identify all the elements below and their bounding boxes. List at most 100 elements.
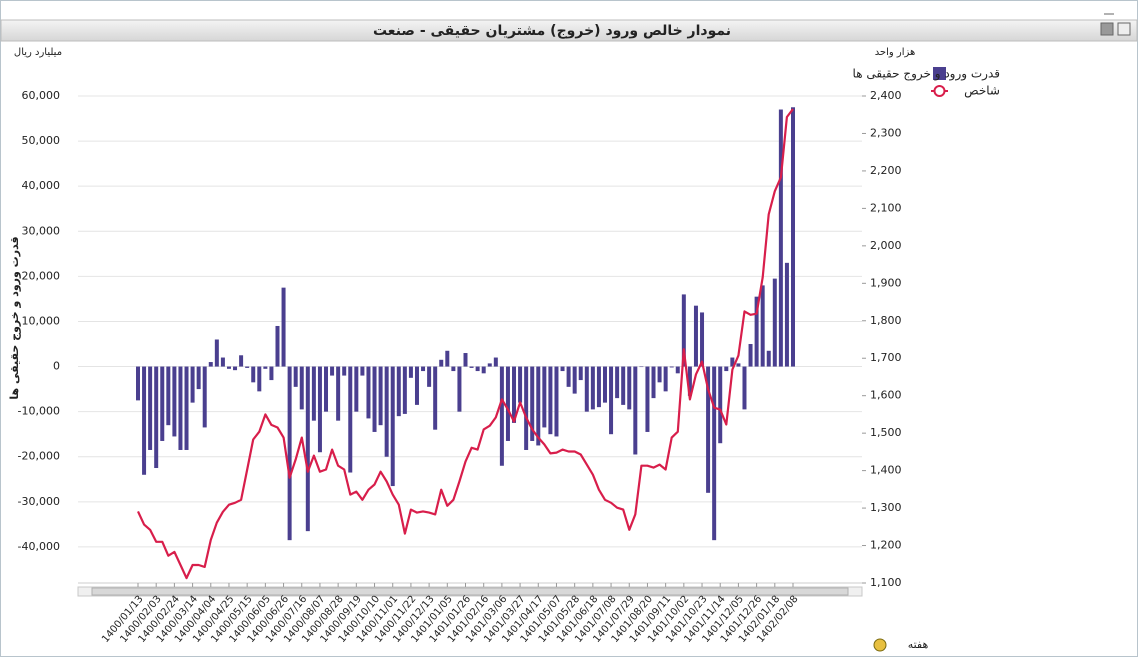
- bar: [566, 366, 571, 387]
- bar: [718, 366, 723, 444]
- y-tick-label: -20,000: [18, 450, 60, 463]
- bar: [396, 366, 401, 417]
- legend-label: شاخص: [964, 84, 1000, 99]
- chart-title: نمودار خالص ورود (خروج) مشتریان حقیقی - …: [373, 23, 731, 39]
- bar: [311, 366, 316, 421]
- bar: [390, 366, 395, 487]
- bar: [445, 350, 450, 367]
- bar: [536, 366, 541, 446]
- bar: [414, 366, 419, 405]
- bar: [748, 344, 753, 367]
- bar: [305, 366, 310, 532]
- y2-tick-label: 1,400: [870, 464, 902, 477]
- bar: [293, 366, 298, 387]
- bar: [263, 366, 268, 369]
- y2-tick-label: 1,300: [870, 501, 902, 514]
- bar: [245, 366, 250, 368]
- y2-tick-label: 2,100: [870, 201, 902, 214]
- bar: [615, 366, 620, 399]
- title-bar: [0, 19, 1138, 42]
- bar: [281, 287, 286, 367]
- bar: [408, 366, 413, 378]
- y-tick-label: -30,000: [18, 495, 60, 508]
- bar: [433, 366, 438, 430]
- bar: [142, 366, 147, 475]
- y2-tick-label: 1,500: [870, 426, 902, 439]
- bar: [481, 366, 486, 374]
- bar: [590, 366, 595, 410]
- bar: [621, 366, 626, 405]
- y2-tick-label: 1,900: [870, 276, 902, 289]
- bar: [251, 366, 256, 383]
- y2-tick-label: 2,400: [870, 89, 902, 102]
- bar: [754, 296, 759, 367]
- bar: [136, 366, 140, 401]
- y2-tick-label: 1,600: [870, 389, 902, 402]
- bar: [645, 366, 650, 432]
- bar: [687, 366, 692, 396]
- bar: [548, 366, 553, 435]
- refresh-icon[interactable]: [873, 638, 887, 652]
- bar: [233, 366, 238, 371]
- bar: [342, 366, 347, 376]
- bar: [421, 366, 426, 372]
- y-tick-label: 50,000: [22, 134, 61, 147]
- bar: [596, 366, 601, 408]
- y2-tick-label: 1,100: [870, 576, 902, 589]
- bar: [317, 366, 322, 453]
- bar: [524, 366, 529, 450]
- bar: [712, 366, 717, 541]
- export-icon[interactable]: [1117, 22, 1131, 36]
- y-unit: میلیارد ریال: [14, 47, 62, 58]
- bar: [760, 285, 765, 367]
- bar: [475, 366, 480, 372]
- bar: [172, 366, 177, 437]
- y2-tick-label: 1,700: [870, 351, 902, 364]
- y-tick-label: 20,000: [22, 269, 61, 282]
- y-tick-label: 40,000: [22, 179, 61, 192]
- bar: [791, 107, 795, 367]
- bar: [360, 366, 365, 376]
- scroll-thumb[interactable]: [91, 587, 849, 596]
- legend-label: قدرت ورود و خروج حقیقی ها: [853, 67, 1000, 82]
- bar: [378, 366, 383, 426]
- bar: [178, 366, 183, 450]
- bar: [633, 366, 638, 455]
- bar: [742, 366, 747, 410]
- bar: [463, 353, 468, 367]
- bar: [693, 305, 698, 367]
- y-tick-label: 60,000: [22, 89, 61, 102]
- bar: [214, 339, 219, 367]
- bar: [736, 363, 741, 367]
- x-axis-title: هفته: [908, 638, 929, 651]
- bar: [208, 362, 213, 367]
- print-icon[interactable]: [1100, 22, 1114, 36]
- y2-tick-label: 2,000: [870, 239, 902, 252]
- scrollbar[interactable]: [77, 586, 863, 597]
- y-tick-label: 30,000: [22, 224, 61, 237]
- bar: [439, 359, 444, 367]
- bar: [202, 366, 207, 428]
- bar: [257, 366, 262, 392]
- bar: [572, 366, 577, 394]
- bar: [542, 366, 547, 428]
- y-tick-label: -40,000: [18, 540, 60, 553]
- bar: [330, 366, 335, 376]
- y-tick-label: -10,000: [18, 405, 60, 418]
- bar: [772, 278, 777, 367]
- bar: [372, 366, 377, 432]
- bar: [530, 366, 535, 441]
- bar: [681, 294, 686, 367]
- bar: [724, 366, 729, 372]
- bar: [554, 366, 559, 437]
- bar: [669, 366, 674, 368]
- bar: [493, 357, 498, 367]
- line: [137, 108, 794, 580]
- bar: [354, 366, 359, 412]
- bar: [505, 366, 510, 441]
- bar: [275, 325, 280, 367]
- bar: [366, 366, 371, 419]
- y2-tick-label: 2,200: [870, 164, 902, 177]
